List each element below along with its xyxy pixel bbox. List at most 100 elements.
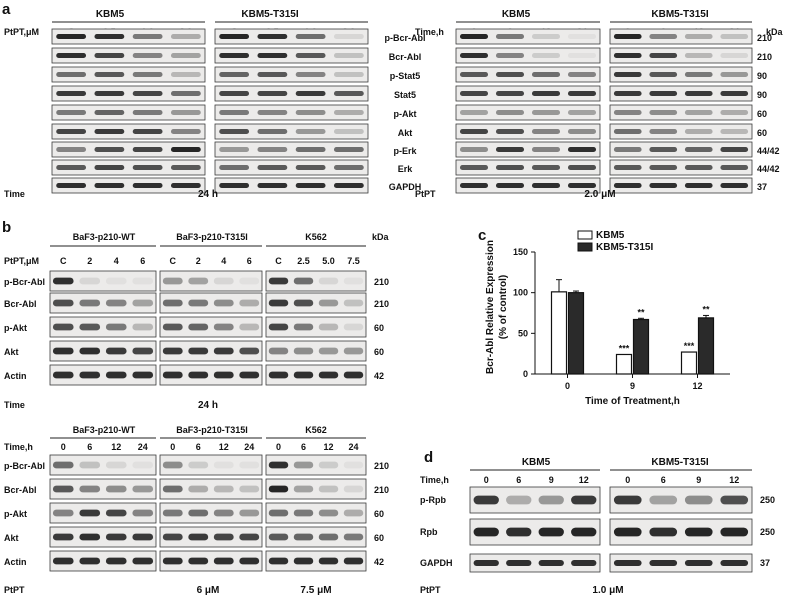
a-right-blot-1-band: [459, 164, 489, 171]
a-right-blot-2: [609, 159, 753, 176]
b-top-blot-1-band: [79, 277, 101, 285]
d-blot-1-band: [506, 495, 532, 505]
a-right-blot-2-band: [649, 52, 678, 59]
b-top-row-label: Bcr-Abl: [4, 299, 37, 309]
d-blot-2-band: [684, 495, 713, 505]
a-left-blot-1-band: [170, 90, 201, 97]
a-left-blot-1-band: [56, 146, 87, 153]
d-lane-label: 9: [696, 475, 701, 485]
d-footer-value: 1.0 μM: [592, 585, 623, 596]
a-left-blot-1-membrane: [51, 123, 206, 140]
b-bot-blot-3-band: [268, 557, 289, 565]
a-right-blot-1-band: [531, 164, 561, 171]
b-top-blot-1-membrane: [49, 270, 157, 292]
b-bot-blot-2-band: [213, 557, 234, 565]
a-right-blot-2-membrane: [609, 159, 753, 176]
a-kda-value: 90: [757, 90, 767, 100]
a-right-blot-2-band: [684, 182, 713, 189]
a-left-blot-2-band: [333, 33, 364, 40]
a-left-blot-2-membrane: [214, 66, 369, 83]
a-left-blot-1: [51, 159, 206, 176]
panel-a-label: a: [2, 1, 11, 18]
a-right-blot-2-band: [613, 146, 642, 153]
a-right-blot-2-band: [684, 128, 713, 135]
d-blot-2-band: [613, 527, 642, 537]
a-right-blot-1-membrane: [455, 66, 601, 83]
a-left-group-2: KBM5-T315I: [241, 9, 298, 20]
a-left-blot-1-band: [94, 182, 125, 189]
d-kda-value: 250: [760, 495, 775, 505]
b-bot-row-label: Actin: [4, 557, 27, 567]
b-top-blot-3-band: [268, 277, 289, 285]
b-bot-blot-3-band: [318, 533, 339, 541]
d-blot-1-band: [538, 495, 564, 505]
b-top-blot-3: [265, 292, 367, 314]
a-right-blot-1-band: [531, 90, 561, 97]
b-top-group-2: BaF3-p210-T315I: [176, 232, 248, 242]
a-left-blot-1-band: [170, 182, 201, 189]
a-right-blot-1-band: [531, 146, 561, 153]
b-top-blot-1-band: [132, 323, 154, 331]
a-right-group-2: KBM5-T315I: [651, 9, 708, 20]
a-left-blot-2-band: [219, 182, 250, 189]
b-top-blot-2-band: [213, 371, 234, 379]
b-top-blot-2-band: [213, 277, 234, 285]
c-y-tick-label: 0: [523, 369, 528, 379]
b-top-lane-label: 2: [87, 256, 92, 266]
a-left-blot-1-band: [132, 164, 163, 171]
d-blot-1-band: [538, 527, 564, 537]
a-left-blot-1-band: [170, 33, 201, 40]
b-bot-blot-2: [159, 478, 263, 500]
a-left-blot-2-band: [219, 128, 250, 135]
a-left-blot-2-band: [219, 90, 250, 97]
b-top-blot-1-band: [52, 347, 74, 355]
a-right-header-label: Time,h: [415, 27, 444, 37]
a-left-blot-1-band: [94, 146, 125, 153]
b-bot-blot-2-membrane: [159, 550, 263, 572]
a-right-blot-1-band: [531, 182, 561, 189]
b-bot-kda-value: 60: [374, 533, 384, 543]
b-bot-blot-3-band: [343, 461, 364, 469]
c-x-tick-label: 12: [692, 381, 702, 391]
b-bot-blot-1-band: [132, 533, 154, 541]
a-right-blot-1-membrane: [455, 159, 601, 176]
b-top-row-label: Actin: [4, 371, 27, 381]
d-blot-2-band: [613, 495, 642, 505]
b-bot-lane-label: 6: [196, 442, 201, 452]
b-bot-kda-value: 60: [374, 509, 384, 519]
d-lane-label: 0: [484, 475, 489, 485]
b-top-blot-2-band: [213, 323, 234, 331]
a-right-blot-1-membrane: [455, 104, 601, 121]
b-top-blot-2-band: [162, 347, 183, 355]
b-bot-blot-3: [265, 478, 367, 500]
a-left-blot-2-band: [333, 164, 364, 171]
a-right-blot-2-band: [720, 164, 749, 171]
b-bot-blot-3-band: [343, 533, 364, 541]
a-right-blot-1-band: [459, 146, 489, 153]
a-left-blot-2-band: [295, 146, 326, 153]
b-bot-blot-2-membrane: [159, 478, 263, 500]
b-bot-blot-2-band: [162, 557, 183, 565]
b-top-blot-2-membrane: [159, 340, 263, 362]
a-left-blot-1-membrane: [51, 85, 206, 102]
a-left-blot-1-membrane: [51, 159, 206, 176]
a-left-blot-1-membrane: [51, 141, 206, 158]
b-bot-blot-2: [159, 550, 263, 572]
a-left-blot-2: [214, 66, 369, 83]
b-top-blot-2-band: [239, 299, 260, 307]
a-right-blot-1: [455, 66, 601, 83]
a-left-blot-2-band: [333, 71, 364, 78]
b-bot-blot-2-band: [188, 485, 209, 493]
b-top-blot-1-membrane: [49, 316, 157, 338]
b-bot-blot-2-band: [213, 509, 234, 517]
b-top-blot-1-band: [105, 277, 127, 285]
a-right-blot-2: [609, 47, 753, 64]
b-top-row-label: Akt: [4, 347, 19, 357]
a-right-blot-2-band: [649, 164, 678, 171]
a-right-blot-1: [455, 123, 601, 140]
a-left-blot-1: [51, 28, 206, 45]
b-top-blot-2-band: [188, 371, 209, 379]
a-row-label: p-Bcr-Abl: [385, 33, 426, 43]
c-x-axis-title: Time of Treatment,h: [585, 396, 680, 407]
d-row-label: GAPDH: [420, 558, 453, 568]
